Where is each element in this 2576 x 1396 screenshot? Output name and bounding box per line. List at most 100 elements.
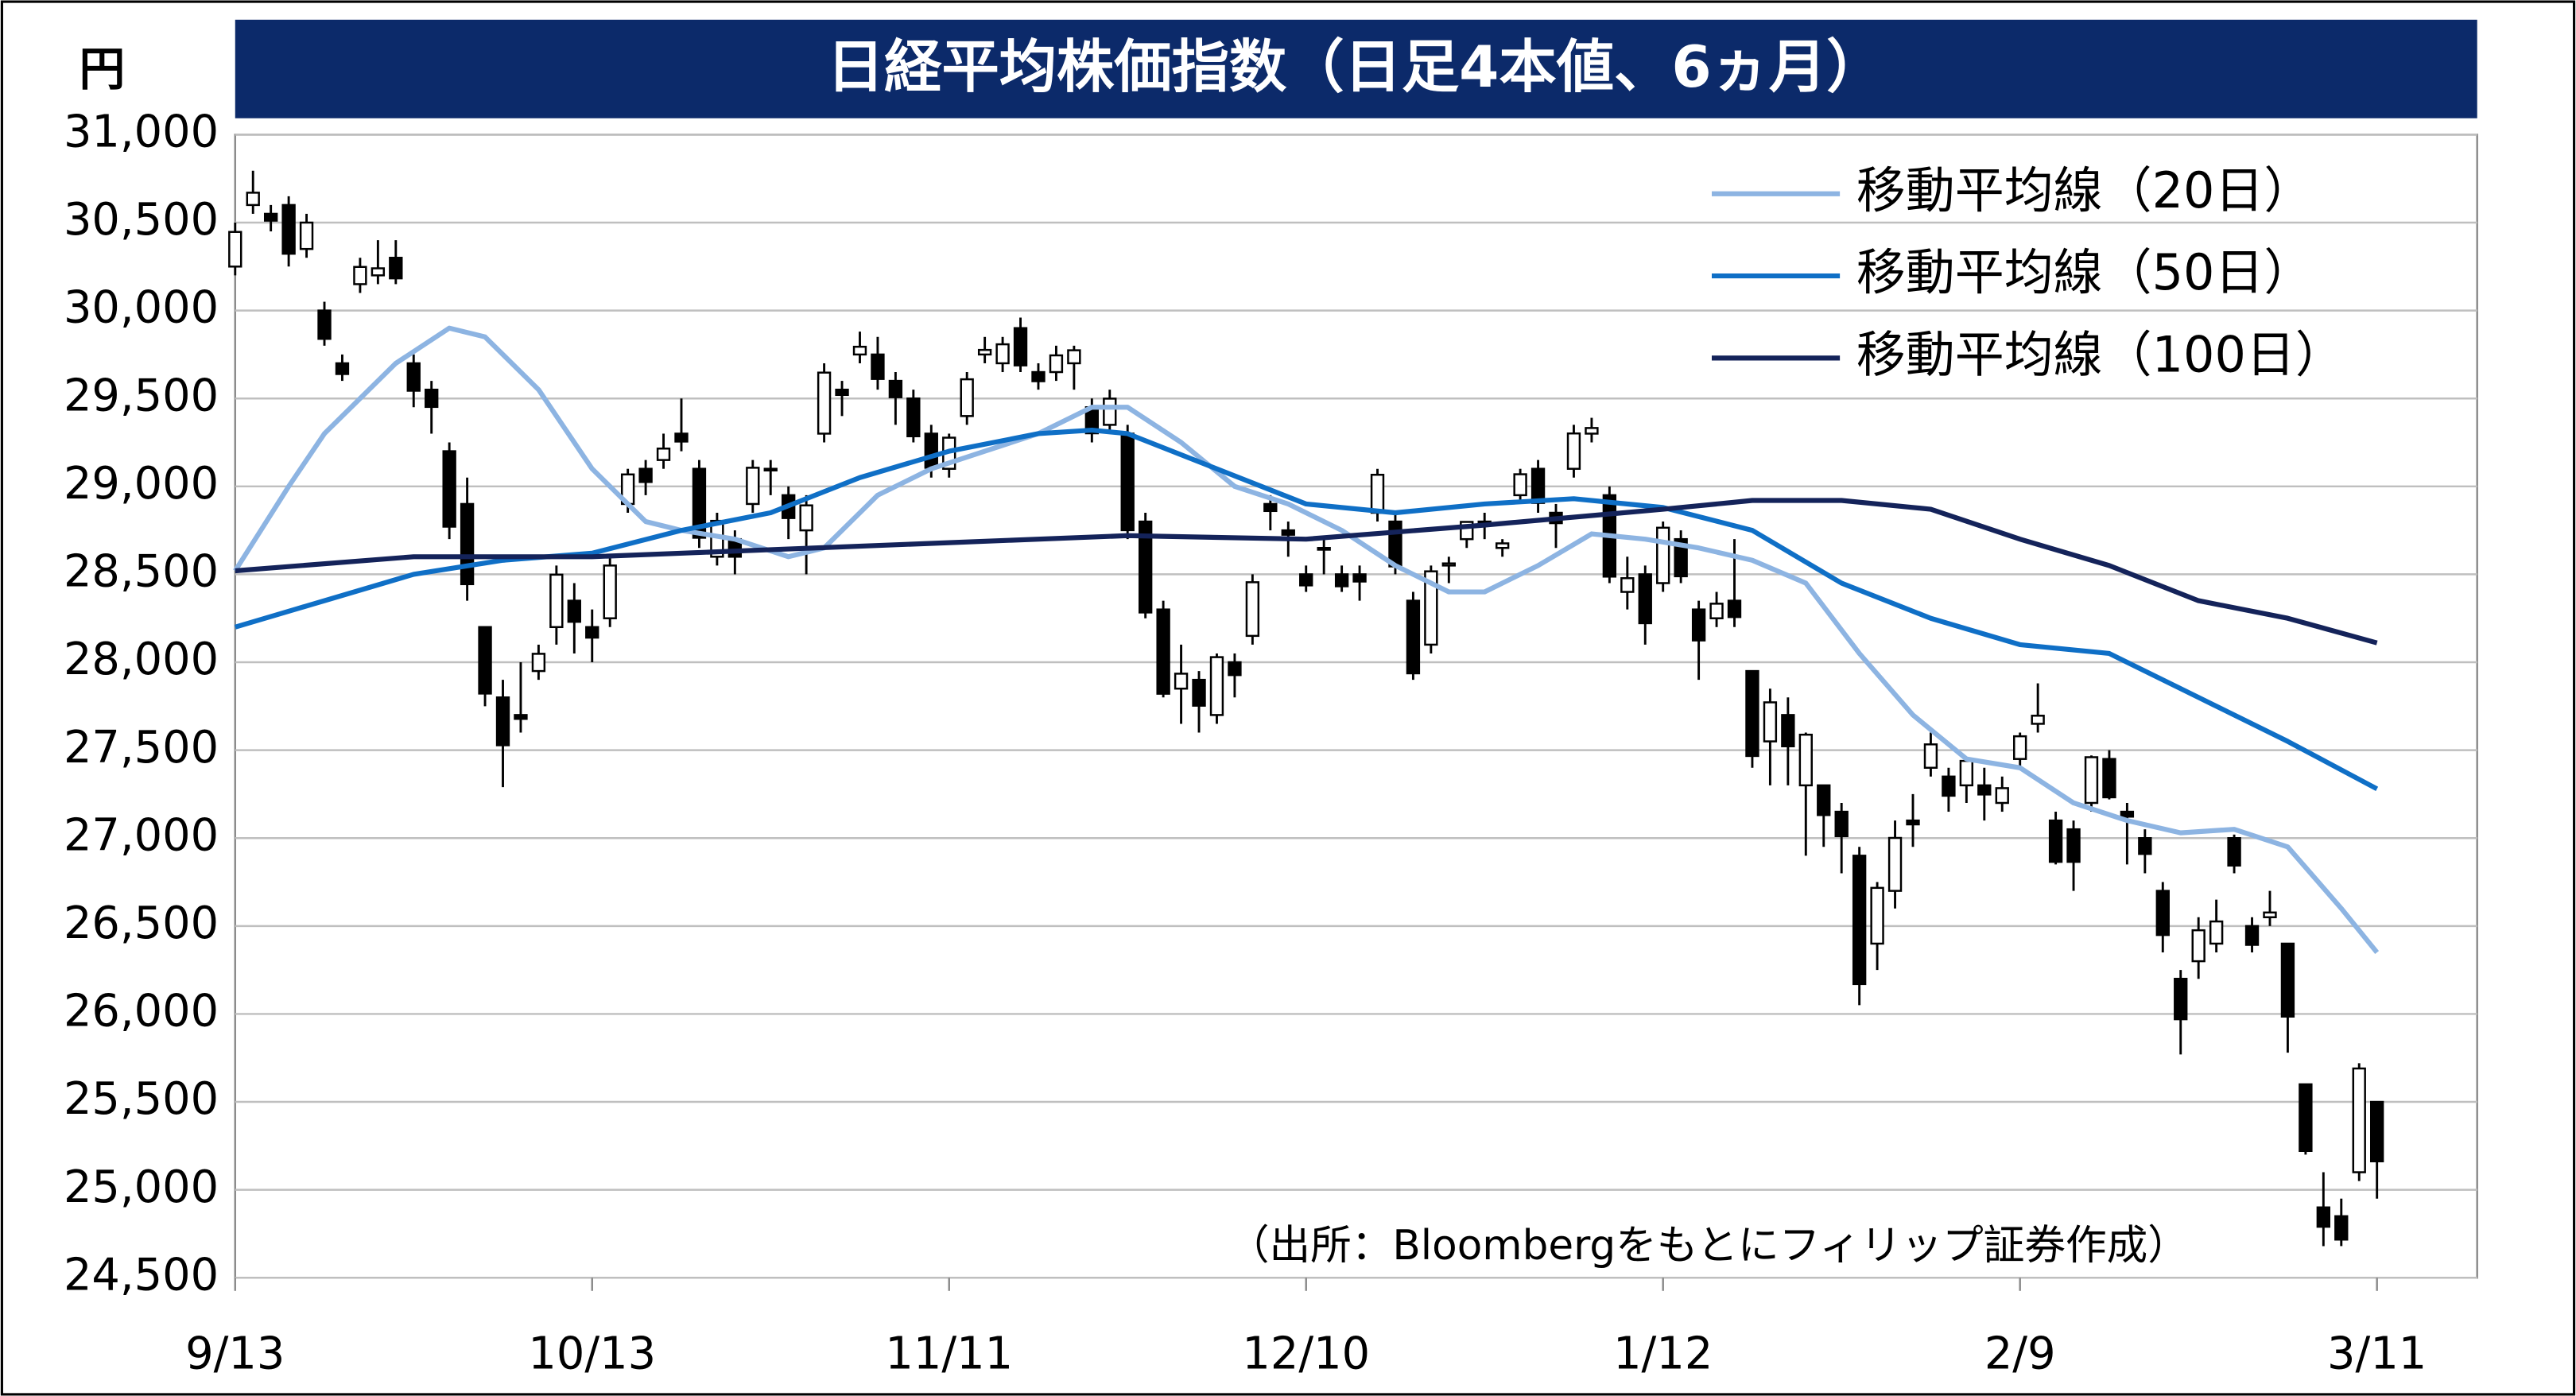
y-tick-label: 30,500	[64, 194, 219, 246]
x-tick-label: 10/13	[528, 1328, 656, 1380]
candle-body	[1334, 573, 1349, 587]
y-tick-label: 26,500	[64, 898, 219, 949]
candle-body	[638, 467, 653, 483]
candle-body	[1424, 570, 1438, 646]
candle-body	[746, 467, 760, 506]
candle-body	[1441, 562, 1456, 567]
candle-body	[1638, 573, 1652, 625]
candle-body	[1103, 397, 1117, 426]
candle-body	[1263, 502, 1278, 513]
candle-body	[567, 599, 581, 623]
candle-body	[335, 362, 350, 375]
candle-body	[406, 362, 421, 392]
candle-body	[817, 371, 832, 435]
y-tick-label: 27,000	[64, 809, 219, 861]
candle-body	[960, 378, 974, 417]
y-tick-label: 25,000	[64, 1161, 219, 1213]
candle-body	[1406, 599, 1421, 675]
candle-body	[478, 626, 492, 695]
candle-body	[2031, 715, 2045, 725]
candle-body	[799, 504, 813, 532]
candle-body	[1745, 669, 1759, 758]
x-tick-label: 11/11	[885, 1328, 1013, 1380]
candle-body	[1691, 608, 1706, 642]
x-tick-label: 2/9	[1984, 1328, 2056, 1380]
candle-body	[1566, 432, 1581, 470]
candle-body	[1013, 327, 1028, 366]
candle-body	[1156, 608, 1170, 695]
candle-body	[1959, 759, 1974, 787]
candle-body	[353, 266, 367, 285]
candle-body	[1031, 370, 1046, 382]
y-unit: 円	[80, 42, 126, 96]
y-tick-label: 29,000	[64, 458, 219, 510]
y-tick-label: 30,000	[64, 282, 219, 334]
y-tick-label: 26,000	[64, 986, 219, 1037]
candle-body	[1139, 520, 1153, 614]
candle-body	[460, 502, 475, 586]
chart-title: 日経平均株価指数（日足4本値、6ヵ月）	[827, 34, 1884, 101]
y-tick-label: 25,500	[64, 1073, 219, 1125]
candle-body	[1067, 349, 1081, 365]
candle-body	[299, 221, 314, 250]
candle-body	[656, 448, 671, 461]
candle-body	[2227, 836, 2241, 867]
candle-body	[514, 714, 528, 720]
candle-body	[1370, 473, 1385, 514]
candle-body	[1674, 537, 1688, 578]
candle-body	[906, 397, 921, 438]
candle-body	[495, 696, 510, 746]
y-tick-label: 28,500	[64, 546, 219, 598]
candle-body	[263, 212, 278, 222]
candle-body	[1817, 784, 1831, 816]
candle-body	[1977, 784, 1992, 796]
candle-body	[1585, 427, 1599, 435]
y-tick-label: 28,000	[64, 634, 219, 685]
candle-body	[1620, 577, 1635, 593]
candle-body	[1656, 526, 1670, 584]
x-tick-label: 12/10	[1242, 1328, 1370, 1380]
candle-body	[835, 388, 849, 397]
y-tick-label: 29,500	[64, 370, 219, 421]
y-tick-label: 31,000	[64, 107, 219, 158]
y-tick-label: 27,500	[64, 722, 219, 774]
legend-label: 移動平均線（100日）	[1856, 325, 2345, 383]
candle-body	[1887, 836, 1903, 892]
candle-body	[2316, 1206, 2331, 1228]
moving-average-line	[235, 498, 2378, 646]
candle-body	[1299, 573, 1313, 587]
candle-body	[425, 388, 439, 409]
candle-body	[2120, 810, 2135, 818]
candle-body	[1798, 733, 1813, 787]
candle-body	[763, 467, 778, 472]
candle-body	[888, 379, 903, 398]
candle-body	[2013, 735, 2027, 760]
candle-body	[2138, 836, 2152, 855]
legend-label: 移動平均線（20日）	[1856, 161, 2314, 219]
candle-body	[2263, 911, 2277, 919]
candle-body	[2352, 1067, 2366, 1173]
candle-body	[995, 343, 1010, 365]
candle-body	[852, 345, 867, 356]
x-tick-label: 9/13	[185, 1328, 285, 1380]
candle-body	[1995, 787, 2009, 805]
candle-body	[2280, 942, 2295, 1018]
candle-body	[2048, 819, 2063, 863]
candle-body	[389, 257, 403, 280]
candle-body	[1245, 581, 1260, 638]
legend-label: 移動平均線（50日）	[1856, 243, 2314, 301]
candle-body	[1209, 656, 1224, 716]
candle-body	[2191, 929, 2206, 963]
candle-body	[871, 353, 885, 380]
candle-body	[2084, 756, 2099, 805]
candle-body	[1834, 810, 1849, 838]
candle-body	[1192, 678, 1206, 707]
candle-body	[1906, 819, 1920, 826]
x-tick-label: 3/11	[2327, 1328, 2427, 1380]
candle-body	[246, 192, 260, 207]
candle-body	[2299, 1083, 2313, 1153]
candle-body	[674, 432, 689, 443]
y-tick-label: 24,500	[64, 1249, 219, 1301]
